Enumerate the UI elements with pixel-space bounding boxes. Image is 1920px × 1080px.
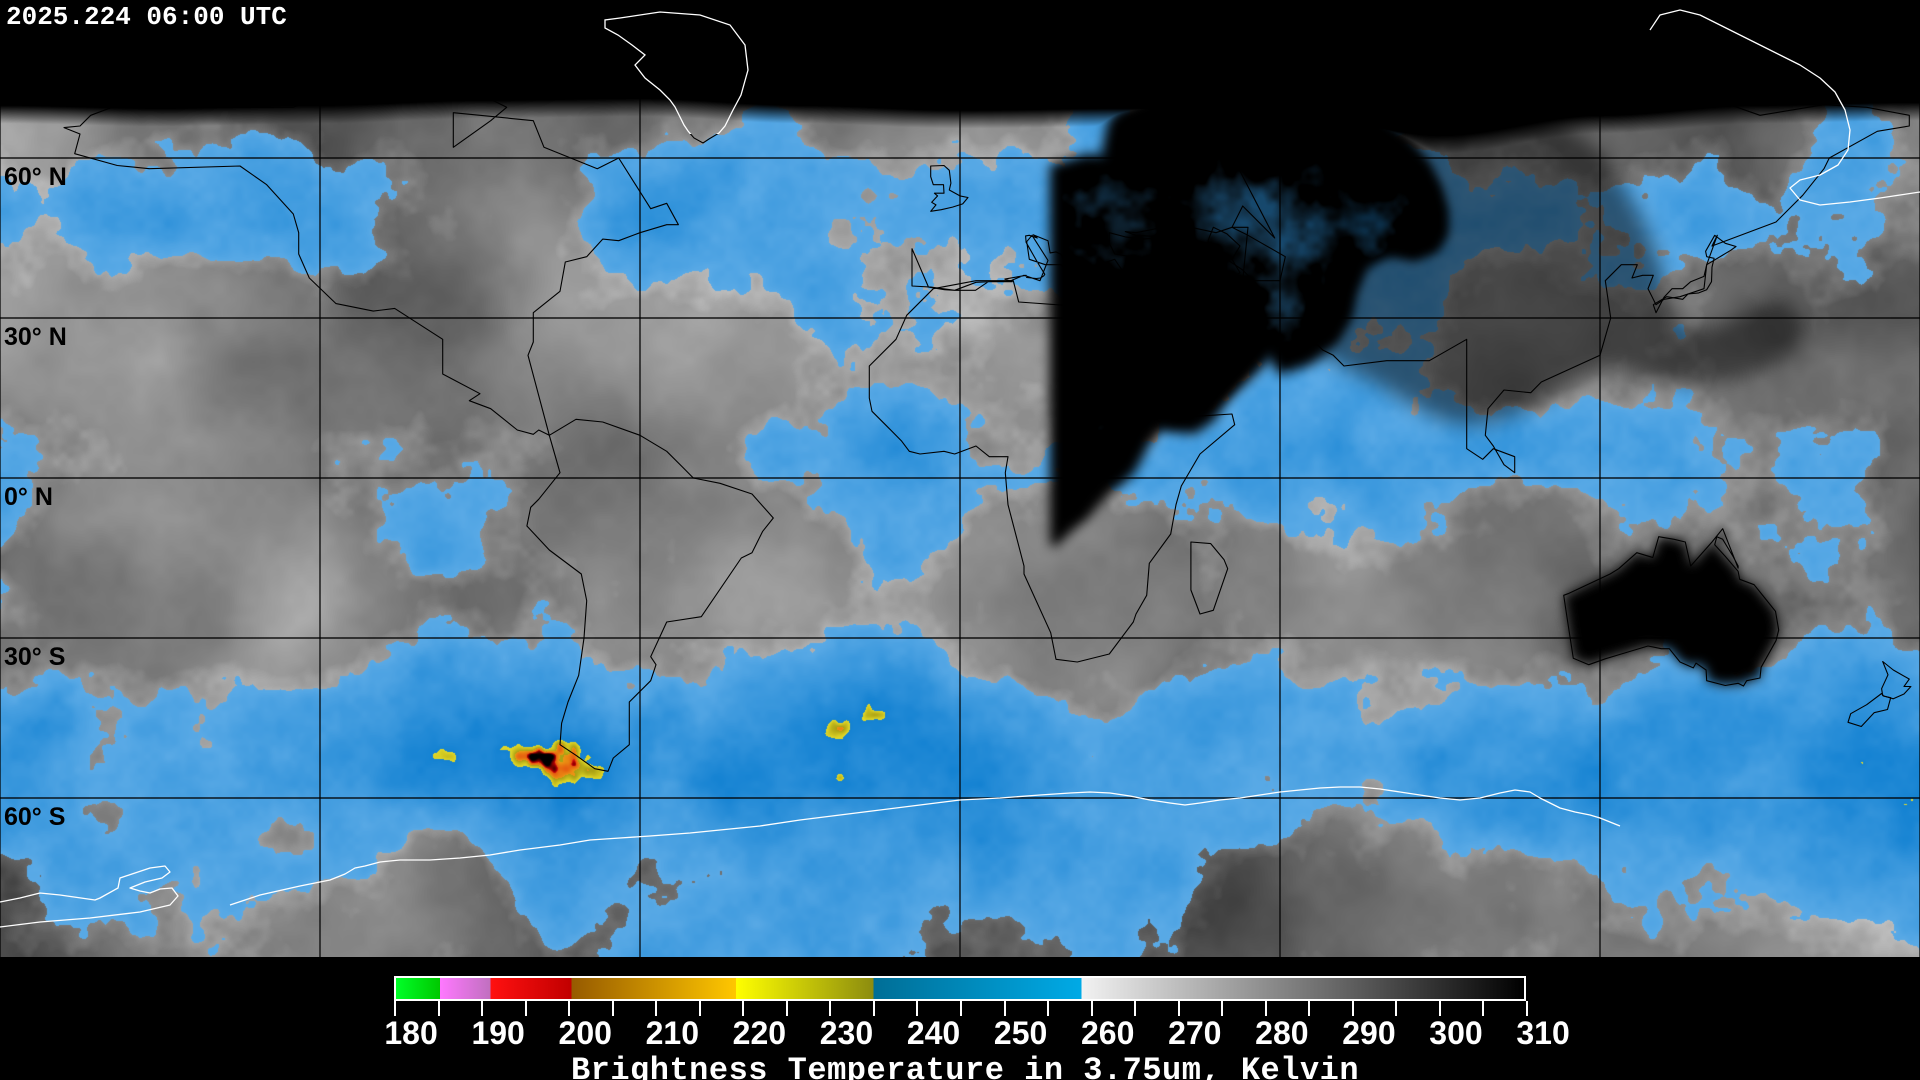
svg-text:30° S: 30° S [4, 643, 65, 671]
svg-text:60° N: 60° N [4, 163, 67, 191]
svg-text:0° N: 0° N [4, 483, 53, 511]
svg-text:60° S: 60° S [4, 803, 65, 831]
svg-text:30° N: 30° N [4, 323, 67, 351]
